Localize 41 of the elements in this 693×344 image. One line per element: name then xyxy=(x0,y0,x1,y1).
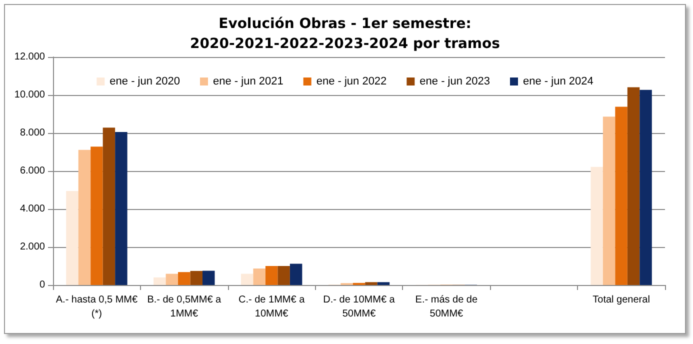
bar xyxy=(154,277,166,285)
x-tick-label: D.- de 10MM€ a 50MM€ xyxy=(323,294,396,320)
bar xyxy=(615,106,628,285)
bar xyxy=(78,150,91,285)
bar xyxy=(640,90,652,285)
bar xyxy=(115,132,128,285)
bar xyxy=(253,268,266,285)
x-tick-label: B.- de 0,5MM€ a 1MM€ xyxy=(147,294,222,320)
x-tick-label: C.- de 1MM€ a 10MM€ xyxy=(238,294,306,320)
bar xyxy=(377,282,390,285)
y-tick-label: 4.000 xyxy=(20,204,46,214)
y-tick-label: 2.000 xyxy=(20,242,46,252)
chart-title: Evolución Obras - 1er semestre: 2020-2021-2022-2023-2024 por tramos xyxy=(190,16,500,52)
legend-label: ene - jun 2022 xyxy=(316,76,387,88)
bar xyxy=(90,146,103,285)
legend-label: ene - jun 2020 xyxy=(110,76,180,88)
y-tick-label: 8.000 xyxy=(20,128,46,138)
x-tick-label: A.- hasta 0,5 MM€ (*) xyxy=(56,294,138,320)
y-tick-label: 0 xyxy=(39,280,46,290)
x-tick-label: E.- más de de 50MM€ xyxy=(415,294,478,320)
bar xyxy=(265,266,278,285)
bar xyxy=(66,190,78,285)
bar xyxy=(278,266,290,285)
legend-label: ene - jun 2023 xyxy=(420,76,490,88)
y-tick-label: 12.000 xyxy=(14,52,46,62)
bar xyxy=(102,128,116,285)
bar xyxy=(590,166,603,285)
bar xyxy=(602,116,616,285)
bar xyxy=(190,270,203,285)
y-tick-label: 10.000 xyxy=(14,90,46,100)
legend-label: ene - jun 2021 xyxy=(213,76,284,88)
bar xyxy=(166,274,178,285)
bar xyxy=(178,272,190,285)
bar xyxy=(240,274,254,285)
bar xyxy=(627,87,640,285)
bar xyxy=(290,264,302,285)
legend-label: ene - jun 2024 xyxy=(523,76,594,88)
bar xyxy=(202,270,215,285)
x-tick-label: Total general xyxy=(592,294,650,306)
y-tick-label: 6.000 xyxy=(20,166,46,176)
bar xyxy=(365,282,378,285)
